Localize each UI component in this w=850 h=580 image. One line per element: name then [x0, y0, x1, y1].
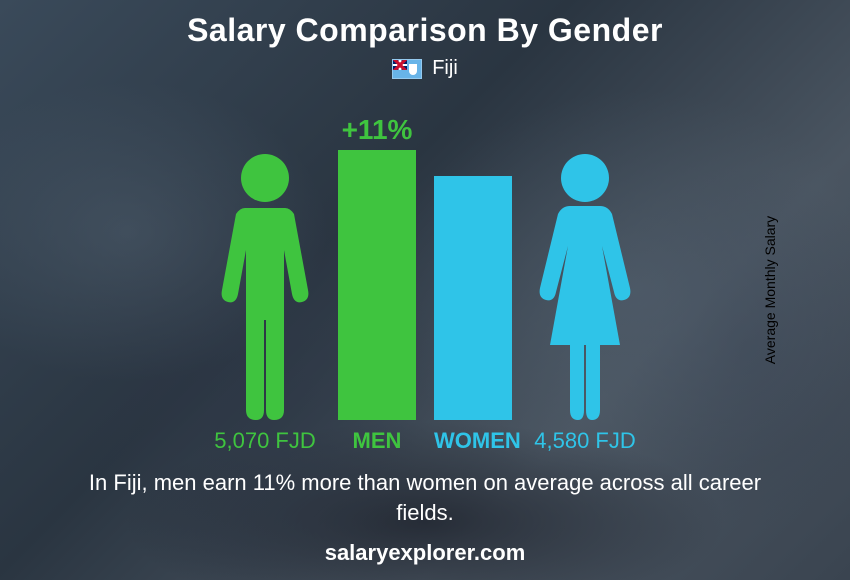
men-bar-wrap: +11%	[338, 150, 416, 420]
description-text: In Fiji, men earn 11% more than women on…	[65, 468, 785, 527]
women-bar	[434, 176, 512, 420]
country-row: Fiji	[392, 57, 458, 80]
male-icon-wrap	[210, 150, 320, 420]
women-salary: 4,580 FJD	[530, 428, 640, 454]
female-icon-wrap	[530, 150, 640, 420]
men-salary: 5,070 FJD	[210, 428, 320, 454]
labels-row: 5,070 FJD MEN WOMEN 4,580 FJD	[125, 428, 725, 454]
women-bar-wrap	[434, 176, 512, 420]
footer-brand: salaryexplorer.com	[0, 540, 850, 566]
percent-diff-label: +11%	[342, 114, 413, 146]
men-label: MEN	[338, 428, 416, 454]
female-figure-icon	[530, 150, 640, 420]
women-label: WOMEN	[434, 428, 512, 454]
fiji-flag-icon	[392, 59, 422, 79]
infographic-container: Salary Comparison By Gender Fiji +11%	[0, 0, 850, 580]
men-bar	[338, 150, 416, 420]
male-figure-icon	[210, 150, 320, 420]
page-title: Salary Comparison By Gender	[187, 12, 663, 49]
chart-area: +11%	[125, 90, 725, 420]
country-name: Fiji	[432, 57, 458, 80]
y-axis-label: Average Monthly Salary	[762, 216, 778, 364]
